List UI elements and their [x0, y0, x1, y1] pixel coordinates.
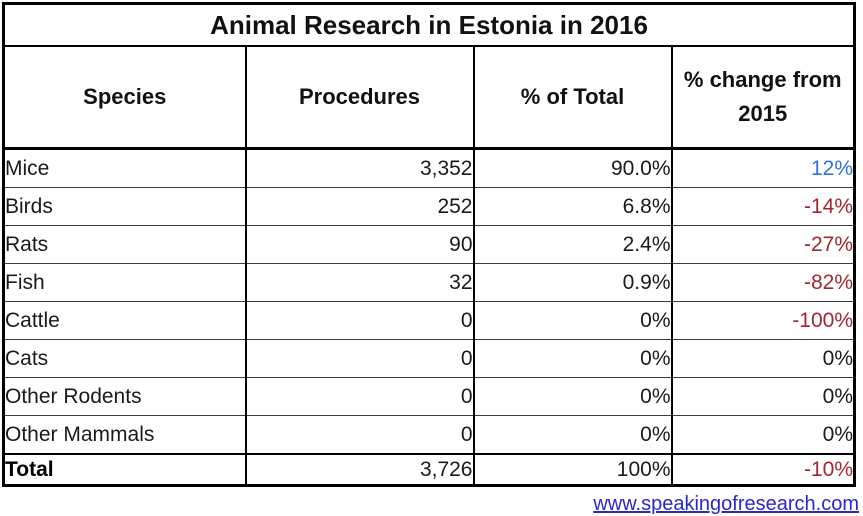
- pct-total-cell: 0%: [472, 339, 672, 378]
- pct-total-cell: 6.8%: [472, 187, 672, 226]
- pct-total-cell: 0%: [472, 415, 672, 454]
- change-cell: -82%: [670, 263, 855, 302]
- change-cell: 12%: [670, 148, 855, 188]
- pct-total-cell: 0.9%: [472, 263, 672, 302]
- change-cell: 0%: [670, 415, 855, 454]
- total-label-cell: Total: [3, 453, 246, 486]
- procedures-cell: 0: [244, 301, 474, 340]
- change-cell: 0%: [670, 339, 855, 378]
- table-row-cattle: Cattle 0 0% -100%: [3, 301, 855, 340]
- total-pct-cell: 100%: [472, 453, 672, 486]
- change-cell: -100%: [670, 301, 855, 340]
- column-header-change: % change from 2015: [670, 46, 855, 150]
- total-change-cell: -10%: [670, 453, 855, 486]
- procedures-cell: 90: [244, 225, 474, 264]
- total-procedures-cell: 3,726: [244, 453, 474, 486]
- procedures-cell: 3,352: [244, 148, 474, 188]
- table-row-other-rodents: Other Rodents 0 0% 0%: [3, 377, 855, 416]
- column-header-species: Species: [3, 46, 246, 150]
- species-cell: Cats: [3, 339, 246, 378]
- table-row-cats: Cats 0 0% 0%: [3, 339, 855, 378]
- change-cell: 0%: [670, 377, 855, 416]
- title-row: Animal Research in Estonia in 2016: [3, 3, 855, 47]
- species-cell: Birds: [3, 187, 246, 226]
- table-row-other-mammals: Other Mammals 0 0% 0%: [3, 415, 855, 454]
- species-cell: Rats: [3, 225, 246, 264]
- procedures-cell: 0: [244, 415, 474, 454]
- header-row: Species Procedures % of Total % change f…: [3, 46, 855, 150]
- species-cell: Cattle: [3, 301, 246, 340]
- procedures-cell: 0: [244, 377, 474, 416]
- procedures-cell: 0: [244, 339, 474, 378]
- column-header-pct-total: % of Total: [472, 46, 672, 150]
- change-cell: -14%: [670, 187, 855, 226]
- table-row-total: Total 3,726 100% -10%: [3, 453, 855, 486]
- species-cell: Mice: [3, 148, 246, 188]
- pct-total-cell: 2.4%: [472, 225, 672, 264]
- pct-total-cell: 0%: [472, 301, 672, 340]
- species-cell: Fish: [3, 263, 246, 302]
- website-link[interactable]: www.speakingofresearch.com: [593, 493, 859, 515]
- footer: www.speakingofresearch.com: [0, 487, 863, 516]
- table-row-birds: Birds 252 6.8% -14%: [3, 187, 855, 226]
- species-cell: Other Rodents: [3, 377, 246, 416]
- column-header-procedures: Procedures: [244, 46, 474, 150]
- table-row-rats: Rats 90 2.4% -27%: [3, 225, 855, 264]
- pct-total-cell: 0%: [472, 377, 672, 416]
- pct-total-cell: 90.0%: [472, 148, 672, 188]
- animal-research-table: Animal Research in Estonia in 2016 Speci…: [2, 2, 856, 487]
- table-row-mice: Mice 3,352 90.0% 12%: [3, 148, 855, 188]
- change-cell: -27%: [670, 225, 855, 264]
- table-row-fish: Fish 32 0.9% -82%: [3, 263, 855, 302]
- table-title: Animal Research in Estonia in 2016: [3, 3, 855, 47]
- procedures-cell: 252: [244, 187, 474, 226]
- species-cell: Other Mammals: [3, 415, 246, 454]
- procedures-cell: 32: [244, 263, 474, 302]
